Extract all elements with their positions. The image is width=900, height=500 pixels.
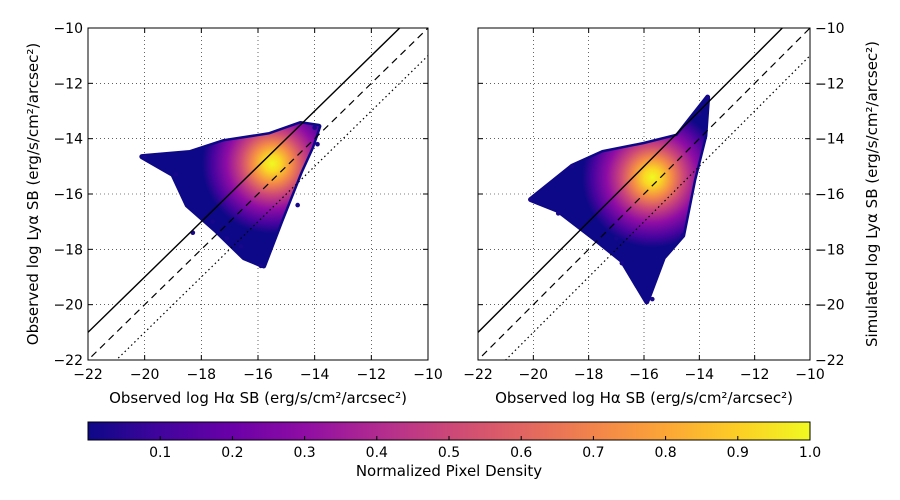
- y-tick-label: −20: [815, 298, 845, 314]
- colorbar-tick-label: 0.2: [221, 445, 243, 461]
- left-x-axis-title: Observed log Hα SB (erg/s/cm²/arcsec²): [109, 389, 407, 407]
- outlier-point: [680, 233, 686, 238]
- x-tick-label: −10: [795, 367, 825, 383]
- outlier-point: [555, 211, 561, 216]
- outlier-point: [312, 125, 317, 130]
- x-tick-label: −10: [413, 367, 443, 383]
- x-tick-label: −22: [73, 367, 103, 383]
- x-tick-label: −14: [300, 367, 330, 383]
- x-tick-label: −18: [574, 367, 604, 383]
- point-cloud-density: [530, 97, 708, 302]
- left-y-axis-title: Observed log Lyα SB (erg/s/cm²/arcsec²): [24, 43, 42, 345]
- outlier-point: [528, 197, 533, 202]
- colorbar-tick-label: 0.4: [366, 445, 388, 461]
- colorbar-tick-label: 0.3: [293, 445, 315, 461]
- x-tick-label: −16: [629, 367, 659, 383]
- outlier-point: [210, 219, 215, 224]
- outlier-point: [705, 94, 710, 100]
- outlier-point: [650, 296, 655, 302]
- outlier-point: [238, 244, 244, 249]
- outlier-point: [569, 164, 575, 169]
- outlier-point: [295, 202, 300, 208]
- left-ticks: −22 −20 −18 −16 −14 −12 −10 −22 −20 −18 −16 −14 −12 −…: [53, 21, 442, 383]
- outlier-point: [224, 235, 230, 241]
- outlier-point: [614, 235, 619, 241]
- colorbar: 0.1 0.2 0.3 0.4 0.5 0.6 0.7 0.8 0.9 1.0 Normalize…: [87, 421, 821, 480]
- outlier-point: [142, 154, 147, 159]
- colorbar-tick-label: 0.7: [582, 445, 604, 461]
- colorbar-tick-label: 0.8: [654, 445, 676, 461]
- y-tick-label: −18: [815, 242, 845, 258]
- x-tick-label: −12: [740, 367, 770, 383]
- outlier-point: [644, 299, 650, 305]
- y-tick-label: −10: [815, 21, 845, 37]
- y-tick-label: −10: [53, 21, 83, 37]
- left-reference-lines: [88, 28, 428, 360]
- outlier-point: [258, 263, 264, 269]
- y-tick-label: −22: [53, 353, 83, 369]
- y-tick-label: −16: [815, 187, 845, 203]
- colorbar-tick-label: 0.1: [149, 445, 171, 461]
- reference-line-dashed: [478, 28, 810, 360]
- y-tick-label: −12: [815, 76, 845, 92]
- y-tick-label: −14: [815, 132, 845, 148]
- x-tick-label: −14: [685, 367, 715, 383]
- y-tick-label: −18: [53, 242, 83, 258]
- y-tick-label: −16: [53, 187, 83, 203]
- y-tick-label: −20: [53, 298, 83, 314]
- right-y-axis-title: Simulated log Lyα SB (erg/s/cm²/arcsec²): [863, 41, 881, 347]
- x-tick-label: −16: [243, 367, 273, 383]
- colorbar-ticks: 0.1 0.2 0.3 0.4 0.5 0.6 0.7 0.8 0.9 1.0: [149, 436, 821, 461]
- colorbar-tick-label: 0.5: [438, 445, 460, 461]
- right-ticks: −22 −20 −18 −16 −14 −12 −10−22−20−18−16−14−12−…: [463, 21, 844, 383]
- x-tick-label: −22: [463, 367, 493, 383]
- colorbar-tick-label: 0.6: [510, 445, 532, 461]
- colorbar-label: Normalized Pixel Density: [356, 462, 542, 480]
- reference-line-solid: [88, 28, 401, 334]
- reference-line-dashed: [88, 28, 428, 360]
- left-scatter-panel: −22 −20 −18 −16 −14 −12 −10 −22 −20 −18 −16 −14 −12 −…: [24, 21, 443, 407]
- right-density-cloud: [528, 94, 711, 305]
- x-tick-label: −20: [519, 367, 549, 383]
- x-tick-label: −12: [357, 367, 387, 383]
- outlier-point: [315, 141, 320, 147]
- y-tick-label: −22: [815, 353, 845, 369]
- right-scatter-panel: −22 −20 −18 −16 −14 −12 −10−22−20−18−16−14−12−…: [463, 21, 881, 407]
- left-density-cloud: [139, 120, 322, 269]
- colorbar-tick-label: 0.9: [727, 445, 749, 461]
- outlier-point: [173, 172, 179, 177]
- colorbar-tick-label: 1.0: [799, 445, 821, 461]
- y-tick-label: −14: [53, 132, 83, 148]
- y-tick-label: −12: [53, 76, 83, 92]
- x-tick-label: −20: [130, 367, 160, 383]
- right-reference-lines: [478, 28, 810, 360]
- reference-line-solid: [478, 28, 784, 334]
- point-cloud-density: [141, 123, 319, 266]
- outlier-point: [619, 260, 625, 266]
- right-x-axis-title: Observed log Hα SB (erg/s/cm²/arcsec²): [495, 389, 793, 407]
- x-tick-label: −18: [187, 367, 217, 383]
